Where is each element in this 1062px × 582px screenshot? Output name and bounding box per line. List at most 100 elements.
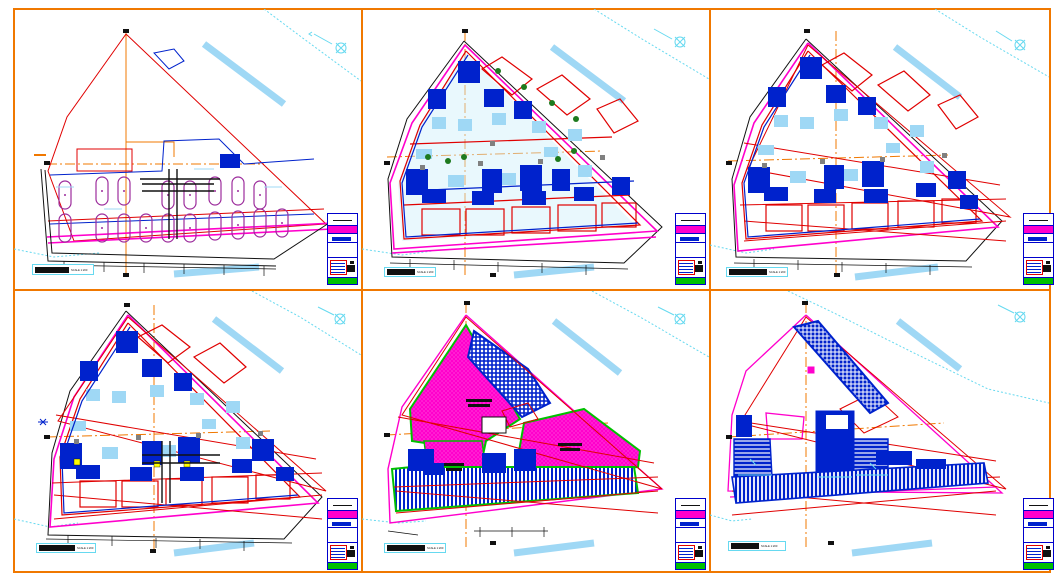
area-text-marks: [444, 399, 582, 471]
tb-notes-row: [676, 243, 705, 258]
survey-outline: [40, 168, 330, 267]
graphic-scale-bar: SCALE 1:200: [384, 543, 446, 553]
tb-approval-band: [1024, 278, 1053, 284]
title-block-panel-2[interactable]: [675, 213, 706, 285]
footprint-wing-left: [733, 438, 773, 480]
room-fills: [60, 331, 294, 481]
frame-divider-1: [361, 8, 363, 573]
graphic-scale-bar: SCALE 1:200: [726, 267, 788, 277]
site-context: [710, 9, 1049, 281]
panel-ground-floor-plan[interactable]: SCALE 1:200: [362, 9, 709, 289]
survey-nodes: [44, 29, 129, 277]
tb-blue-band: [1024, 519, 1053, 528]
tb-legend-row: [1024, 543, 1053, 563]
footprint-frontage: [731, 462, 989, 504]
tb-magenta-band: [676, 511, 705, 519]
dimension-string: [45, 535, 293, 551]
survey-nodes: [726, 301, 834, 545]
tb-title-row: [328, 214, 357, 226]
plot-boundary: [46, 222, 335, 244]
panel-upper-floor-plan[interactable]: SCALE 1:200: [14, 291, 361, 571]
graphic-scale-bar: SCALE 1:200: [384, 267, 436, 277]
tb-approval-band: [676, 278, 705, 284]
fixture-fills: [416, 113, 592, 187]
survey-outline: [47, 310, 323, 540]
tb-magenta-band: [328, 511, 357, 519]
tb-title-row: [1024, 499, 1053, 511]
service-room-fill: [220, 154, 240, 168]
dimension-string: [387, 527, 548, 537]
survey-nodes: [726, 29, 840, 277]
frame-left: [13, 8, 15, 573]
tb-blue-band: [676, 234, 705, 243]
tb-title-row: [1024, 214, 1053, 226]
graphic-scale-bar: SCALE 1:200: [32, 264, 94, 275]
frame-right: [1049, 8, 1051, 573]
site-context: [362, 291, 709, 557]
plot-boundary: [389, 44, 659, 254]
frame-divider-2: [709, 8, 711, 573]
graphic-scale-bar: SCALE 1:200: [36, 543, 96, 553]
panel-basement-parking-plan[interactable]: SCALE 1:200: [14, 9, 361, 289]
tb-blue-band: [328, 519, 357, 528]
title-block-panel-6[interactable]: [1023, 498, 1054, 570]
marker-symbol: [807, 366, 815, 374]
construction-axes: [45, 305, 271, 553]
fixture-fills: [70, 385, 250, 459]
tb-title-row: [676, 214, 705, 226]
accent-lines: [738, 458, 888, 478]
title-block-panel-5[interactable]: [675, 498, 706, 570]
column-marks: [420, 141, 605, 170]
benchmark-symbol: [38, 418, 48, 426]
title-block-panel-4[interactable]: [327, 498, 358, 570]
wall-lines: [741, 50, 984, 240]
structure-outline: [743, 54, 981, 238]
site-context: [710, 291, 1049, 557]
tb-notes-row: [328, 528, 357, 543]
footprint-extras: [736, 415, 946, 469]
zone-building-block: [466, 329, 552, 419]
dimension-string: [733, 259, 973, 275]
circulation-core: [142, 441, 220, 503]
frame-bottom: [13, 571, 1051, 573]
frame-top: [13, 8, 1051, 10]
structure-outline: [61, 326, 299, 514]
wall-lines: [59, 322, 302, 516]
panel-typical-floor-plan[interactable]: SCALE 1:200: [710, 9, 1049, 289]
tb-notes-row: [328, 243, 357, 258]
graphic-scale-bar: SCALE 1:200: [728, 541, 786, 551]
panel-building-footprint-plan[interactable]: SCALE 1:200: [710, 291, 1049, 571]
survey-nodes: [384, 301, 496, 545]
tb-magenta-band: [676, 226, 705, 234]
tb-notes-row: [1024, 528, 1053, 543]
fixture-fills: [758, 109, 934, 183]
tb-legend-row: [328, 543, 357, 563]
tb-legend-row: [676, 543, 705, 563]
survey-outline: [387, 40, 663, 264]
circulation-core: [140, 169, 220, 239]
tb-blue-band: [1024, 234, 1053, 243]
building-footprints: [408, 449, 536, 475]
tb-legend-row: [676, 258, 705, 278]
site-context: [14, 9, 361, 278]
survey-nodes: [384, 29, 496, 277]
tb-blue-band: [328, 234, 357, 243]
structure-outline: [401, 54, 639, 238]
tb-legend-row: [1024, 258, 1053, 278]
parking-bays: [58, 176, 289, 243]
tb-magenta-band: [328, 226, 357, 234]
tb-approval-band: [328, 278, 357, 284]
title-block-panel-3[interactable]: [1023, 213, 1054, 285]
light-services: [56, 168, 282, 210]
column-marks: [762, 153, 947, 168]
frame-middle: [13, 289, 1051, 291]
room-fills: [748, 57, 978, 209]
panel-site-coverage-zoning-plan[interactable]: SCALE 1:200: [362, 291, 709, 571]
tb-title-row: [676, 499, 705, 511]
footprint-tower: [792, 319, 890, 415]
title-block-panel-1[interactable]: [327, 213, 358, 285]
site-context: [362, 9, 709, 279]
tree-symbols: [425, 68, 579, 164]
highlight-marks: [73, 458, 191, 468]
